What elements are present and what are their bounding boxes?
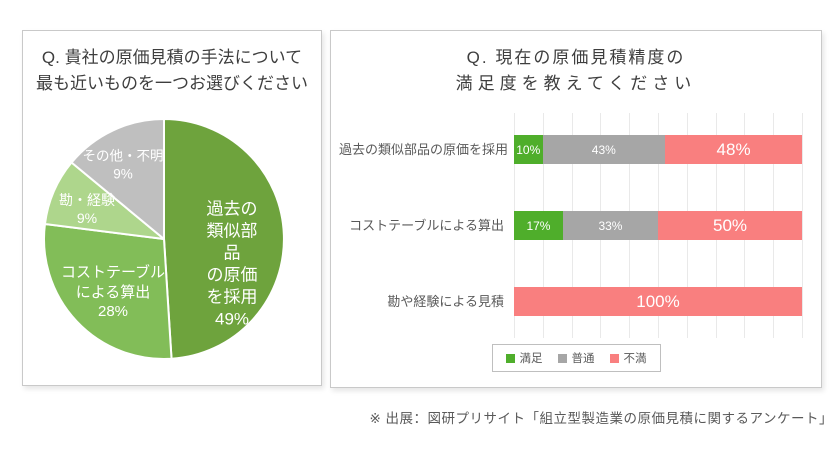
bar-category-label-2: 勘や経験による見積 <box>387 294 504 309</box>
bar-row-0: 10% 43% 48% <box>514 135 802 164</box>
bar-segment-value-label: 48% <box>716 139 751 159</box>
bar-title-line1: Q. 現在の原価見積精度の <box>466 48 686 67</box>
pie-slice-label-3: その他・不明 9% <box>83 147 164 182</box>
bar-segment-value-label: 43% <box>591 142 616 157</box>
bar-segment-value-label: 17% <box>526 218 551 233</box>
legend-color-swatch-icon <box>557 353 567 363</box>
bar-category-label-1: コストテーブルによる算出 <box>349 218 504 233</box>
pie-slice-label-2: 勘・経験 9% <box>59 191 115 227</box>
legend-label: 不満 <box>623 353 647 365</box>
gridline <box>802 113 803 338</box>
bar-row-2: 100% <box>514 287 802 316</box>
source-note: ※ 出展：図研プリサイト「組立型製造業の原価見積に関するアンケート」 <box>369 411 833 426</box>
bar-segment-row1-series0: 17% <box>514 211 563 240</box>
legend-item-2: 不満 <box>609 350 647 366</box>
pie-slice-label-text: 勘・経験 <box>59 191 115 208</box>
legend-label: 普通 <box>571 353 595 365</box>
pie-slice-label-pct: 9% <box>76 210 98 226</box>
pie-slice-label-text: コストテーブル による算出 <box>60 263 166 301</box>
pie-title-line2: 最も近いものを一つお選びください <box>36 73 308 93</box>
legend-label: 満足 <box>519 353 543 365</box>
pie-chart-panel: Q. 貴社の原価見積の手法について 最も近いものを一つお選びください 過去の類似… <box>22 30 322 386</box>
pie-slice-label-text: 過去の類似部品 の原価を採用 <box>206 199 258 308</box>
pie-slice-label-text: その他・不明 <box>82 148 164 164</box>
bar-chart-question-title: Q. 現在の原価見積精度の 満足度を教えてください <box>331 45 821 96</box>
pie-title-line1: Q. 貴社の原価見積の手法について <box>41 48 303 67</box>
pie-slice-1 <box>43 222 173 360</box>
legend-item-1: 普通 <box>557 350 595 366</box>
bar-segment-value-label: 33% <box>598 218 623 233</box>
legend: 満足 普通 不満 <box>331 344 821 372</box>
legend-box: 満足 普通 不満 <box>491 344 661 372</box>
pie-chart-question-title: Q. 貴社の原価見積の手法について 最も近いものを一つお選びください <box>23 45 321 96</box>
pie-slice-label-pct: 9% <box>113 166 133 181</box>
pie-slice-label-1: コストテーブル による算出 28% <box>61 263 165 322</box>
bar-row-1: 17% 33% 50% <box>514 211 802 240</box>
bar-chart-panel: Q. 現在の原価見積精度の 満足度を教えてください 10% 43% 48% 17% 33… <box>330 30 822 388</box>
bar-segment-row1-series1: 33% <box>562 211 658 240</box>
pie-slice-0 <box>163 118 285 360</box>
bar-segment-row2-series2: 100% <box>514 287 802 316</box>
pie-slice-label-pct: 28% <box>97 302 129 320</box>
bar-chart-plot: 10% 43% 48% 17% 33% 50% 100% <box>514 113 803 338</box>
bar-title-line2: 満足度を教えてください <box>455 73 697 93</box>
legend-color-swatch-icon <box>609 353 619 363</box>
bar-segment-row1-series2: 50% <box>658 211 802 240</box>
bar-segment-value-label: 10% <box>516 142 541 157</box>
bar-segment-row0-series2: 48% <box>665 135 802 164</box>
pie-chart: 過去の類似部品 の原価を採用 49% コストテーブル による算出 28% 勘・経験 9% そ… <box>42 117 286 361</box>
bar-segment-value-label: 50% <box>712 215 748 235</box>
bar-segment-row0-series0: 10% <box>514 135 543 164</box>
bar-category-label-0: 過去の類似部品の原価を採用 <box>339 142 509 157</box>
pie-chart-svg <box>43 118 285 360</box>
legend-item-0: 満足 <box>505 350 543 366</box>
bar-segment-value-label: 100% <box>636 291 680 311</box>
legend-color-swatch-icon <box>505 353 515 363</box>
pie-slice-label-0: 過去の類似部品 の原価を採用 49% <box>205 199 259 332</box>
bar-segment-row0-series1: 43% <box>542 135 666 164</box>
pie-slice-label-pct: 49% <box>214 310 250 330</box>
pie-slice-3 <box>70 118 165 240</box>
